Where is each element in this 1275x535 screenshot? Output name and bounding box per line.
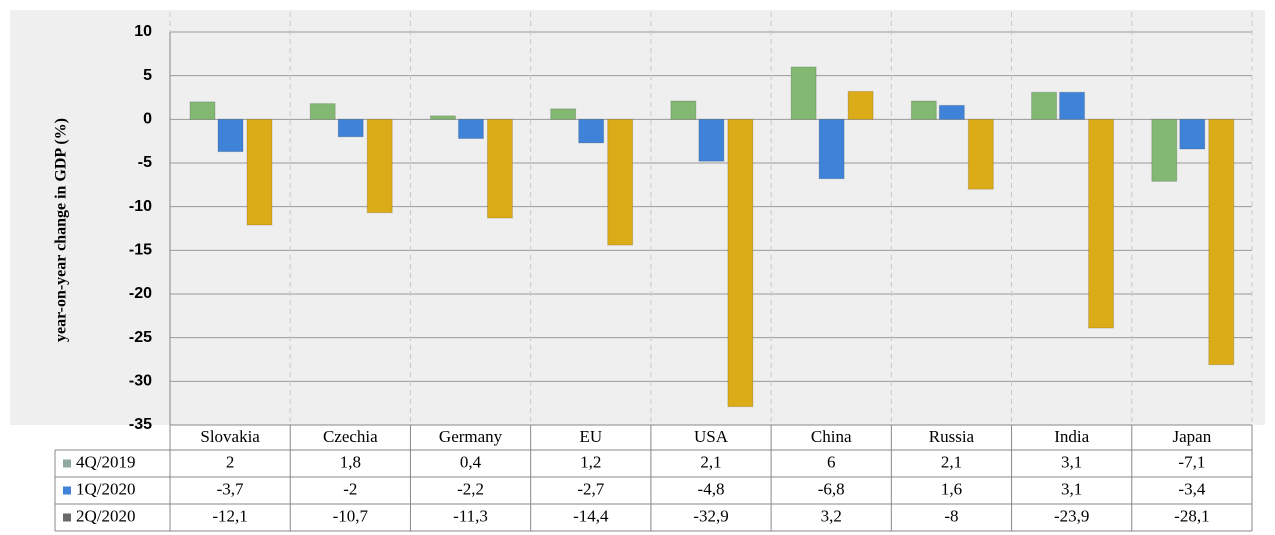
bar xyxy=(246,118,273,226)
table-cell: -3,7 xyxy=(217,479,244,498)
x-tick-label: Czechia xyxy=(323,427,378,446)
y-tick-label: -30 xyxy=(129,373,152,390)
bar xyxy=(670,100,697,120)
bar xyxy=(1088,118,1115,329)
bar xyxy=(429,115,456,120)
table-cell: -10,7 xyxy=(333,506,369,525)
bar xyxy=(1151,118,1178,182)
table-cell: 2,1 xyxy=(700,452,721,471)
chart-background xyxy=(10,10,1265,425)
table-cell: 2,1 xyxy=(941,452,962,471)
table-cell: -3,4 xyxy=(1178,479,1205,498)
y-tick-label: 10 xyxy=(134,23,152,40)
bar xyxy=(486,118,513,219)
bar xyxy=(217,118,244,153)
bar xyxy=(366,118,393,214)
y-tick-label: -35 xyxy=(129,416,152,433)
bar xyxy=(607,118,634,246)
x-tick-label: USA xyxy=(694,427,729,446)
bar xyxy=(790,66,817,120)
bar xyxy=(189,101,216,120)
table-cell: -2,7 xyxy=(577,479,604,498)
table-cell: -23,9 xyxy=(1054,506,1089,525)
x-tick-label: EU xyxy=(579,427,602,446)
y-tick-label: -15 xyxy=(129,242,152,259)
x-tick-label: Japan xyxy=(1173,427,1212,446)
table-cell: 1,2 xyxy=(580,452,601,471)
table-cell: -6,8 xyxy=(818,479,845,498)
table-cell: -11,3 xyxy=(453,506,488,525)
table-cell: -32,9 xyxy=(693,506,728,525)
bar xyxy=(938,104,965,120)
table-cell: -28,1 xyxy=(1174,506,1209,525)
bar xyxy=(578,118,605,144)
legend-label: 4Q/2019 xyxy=(76,452,136,471)
x-tick-label: China xyxy=(811,427,852,446)
bar xyxy=(1208,118,1235,366)
bar xyxy=(457,118,484,140)
x-tick-label: Germany xyxy=(439,427,503,446)
table-cell: -12,1 xyxy=(212,506,247,525)
table-cell: 3,2 xyxy=(821,506,842,525)
table-cell: 3,1 xyxy=(1061,452,1082,471)
bar xyxy=(967,118,994,190)
y-tick-label: 0 xyxy=(143,111,152,128)
bar xyxy=(727,118,754,408)
y-tick-label: -5 xyxy=(138,154,152,171)
table-cell: -2,2 xyxy=(457,479,484,498)
table-cell: -14,4 xyxy=(573,506,609,525)
bar xyxy=(337,118,364,138)
bar xyxy=(309,103,336,120)
table-cell: -4,8 xyxy=(698,479,725,498)
x-tick-label: Slovakia xyxy=(200,427,260,446)
table-cell: 0,4 xyxy=(460,452,482,471)
bar xyxy=(1059,91,1086,120)
y-tick-label: -10 xyxy=(129,198,152,215)
legend-label: 2Q/2020 xyxy=(76,506,136,525)
bar xyxy=(910,100,937,120)
bar xyxy=(1031,91,1058,120)
table-cell: -8 xyxy=(944,506,958,525)
table-cell: 1,8 xyxy=(340,452,361,471)
legend-key xyxy=(63,459,71,468)
y-axis-label: year-on-year change in GDP (%) xyxy=(53,118,70,342)
bar xyxy=(818,118,845,180)
table-cell: 3,1 xyxy=(1061,479,1082,498)
y-tick-label: -25 xyxy=(129,329,152,346)
legend-label: 1Q/2020 xyxy=(76,479,136,498)
bar xyxy=(847,90,874,120)
table-cell: 6 xyxy=(827,452,836,471)
bar xyxy=(1179,118,1206,150)
table-cell: 2 xyxy=(226,452,235,471)
legend-key xyxy=(63,513,71,522)
table-cell: -7,1 xyxy=(1178,452,1205,471)
legend-key xyxy=(63,486,71,495)
bar xyxy=(698,118,725,162)
bar xyxy=(550,108,577,120)
x-tick-label: India xyxy=(1054,427,1089,446)
y-tick-label: -20 xyxy=(129,285,152,302)
table-cell: -2 xyxy=(343,479,357,498)
x-tick-label: Russia xyxy=(929,427,975,446)
y-tick-label: 5 xyxy=(143,67,152,84)
table-cell: 1,6 xyxy=(941,479,962,498)
